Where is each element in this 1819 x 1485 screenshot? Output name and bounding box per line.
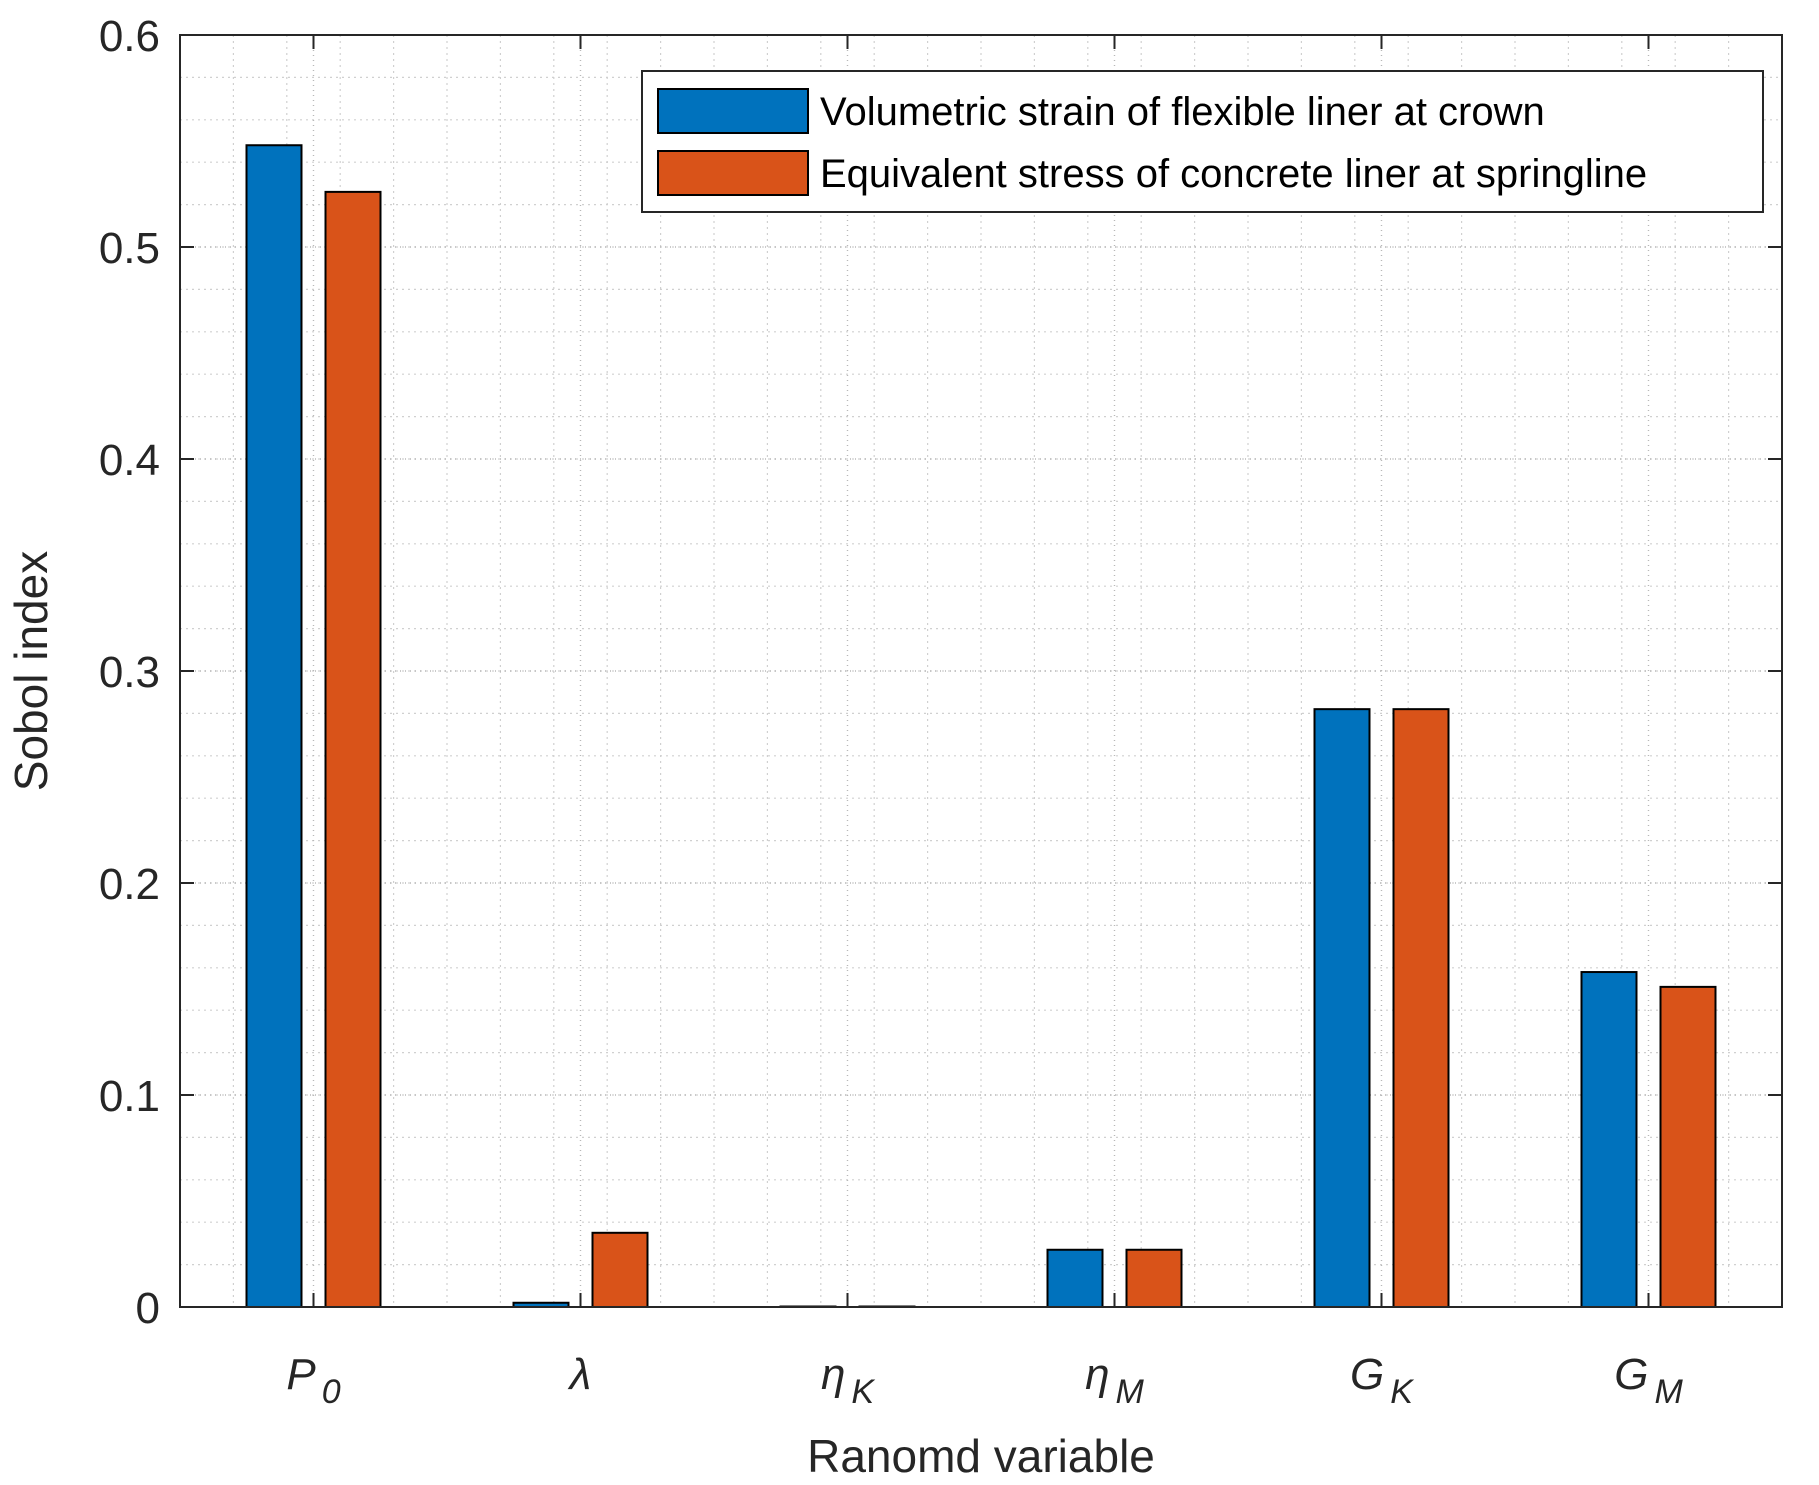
y-tick-label: 0.6 xyxy=(99,12,160,61)
bar-series-1-cat-4 xyxy=(1392,708,1450,1308)
y-tick-label: 0.2 xyxy=(99,860,160,909)
bar-series-0-cat-5 xyxy=(1580,971,1638,1308)
bar-series-1-cat-3 xyxy=(1125,1248,1183,1309)
y-tick-label: 0.5 xyxy=(99,224,160,273)
bar-series-0-cat-0 xyxy=(245,144,303,1309)
legend: Volumetric strain of flexible liner at c… xyxy=(641,70,1764,213)
bar-series-1-cat-0 xyxy=(324,190,382,1308)
legend-label-volumetric-strain: Volumetric strain of flexible liner at c… xyxy=(820,90,1545,134)
y-tick-label: 0.4 xyxy=(99,436,160,485)
legend-label-equivalent-stress: Equivalent stress of concrete liner at s… xyxy=(820,152,1647,196)
bar-series-1-cat-1 xyxy=(591,1231,649,1309)
bars xyxy=(245,144,1717,1309)
legend-swatch-volumetric-strain xyxy=(657,88,809,134)
legend-box xyxy=(641,70,1764,213)
bar-series-0-cat-3 xyxy=(1046,1248,1104,1309)
y-tick-label: 0.1 xyxy=(99,1072,160,1121)
y-tick-labels: 0 0.1 0.2 0.3 0.4 0.5 0.6 xyxy=(99,12,160,1333)
y-axis-label: Sobol index xyxy=(5,551,57,791)
y-tick-label: 0.3 xyxy=(99,648,160,697)
x-axis-label: Ranomd variable xyxy=(807,1430,1155,1482)
bar-series-0-cat-4 xyxy=(1313,708,1371,1308)
x-tick-label: λ xyxy=(568,1350,592,1399)
axis-ticks xyxy=(180,34,1782,1308)
legend-swatch-equivalent-stress xyxy=(657,150,809,196)
bar-series-1-cat-5 xyxy=(1659,985,1717,1308)
y-tick-label: 0 xyxy=(136,1284,160,1333)
